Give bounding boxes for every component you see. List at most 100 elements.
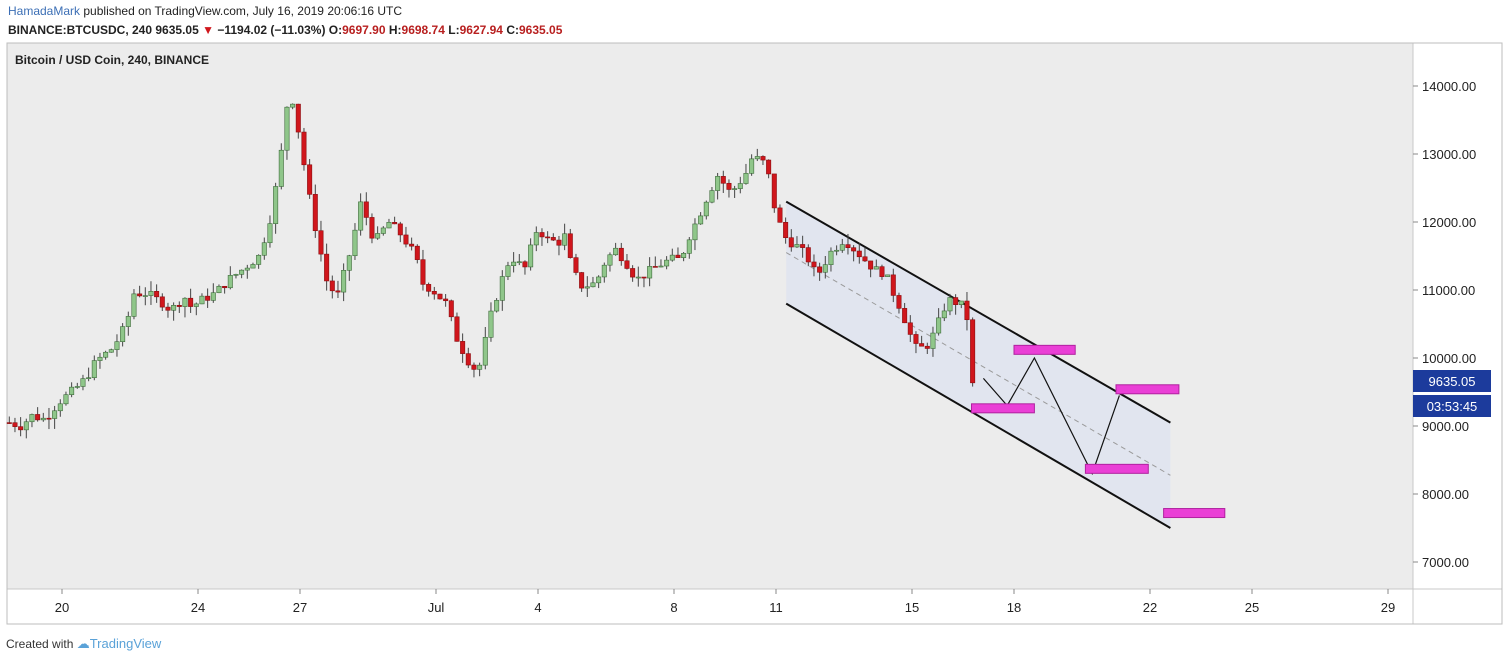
channel-lower-line — [785, 302, 1171, 529]
candle — [312, 194, 318, 232]
x-tick-label: 18 — [1007, 600, 1021, 615]
zone-target — [1163, 508, 1226, 519]
candle — [658, 265, 664, 268]
candle — [970, 319, 976, 384]
chart-frame — [6, 42, 1503, 625]
candle — [590, 282, 596, 288]
author-link[interactable]: HamadaMark — [8, 4, 81, 18]
candle — [460, 341, 466, 354]
countdown-badge: 03:53:45 — [1413, 395, 1491, 417]
candle — [307, 164, 313, 195]
candle — [216, 285, 222, 294]
last-price: 9635.05 — [155, 23, 199, 37]
candle — [890, 274, 896, 296]
candle — [562, 233, 568, 246]
candle — [499, 276, 505, 301]
candle — [18, 426, 24, 431]
plot-area[interactable] — [7, 43, 1413, 589]
candle — [652, 266, 658, 268]
candle — [431, 291, 437, 295]
candle — [936, 317, 942, 334]
x-tick-label: Jul — [428, 600, 445, 615]
price-axis[interactable] — [1412, 42, 1503, 590]
x-tick-label: 20 — [55, 600, 69, 615]
zone-support-1 — [971, 403, 1035, 414]
candle — [154, 291, 160, 298]
candle — [567, 233, 573, 258]
candle — [74, 386, 80, 388]
close-value: 9635.05 — [519, 23, 563, 37]
candle — [902, 308, 908, 324]
candle — [199, 295, 205, 305]
x-tick-label: 22 — [1143, 600, 1157, 615]
candle — [352, 229, 358, 257]
candle — [114, 341, 120, 350]
candle — [505, 265, 511, 277]
candle — [698, 215, 704, 225]
candle — [522, 261, 528, 268]
candle — [46, 417, 52, 420]
zone-resistance-2 — [1115, 384, 1180, 395]
candle — [290, 103, 296, 108]
candle — [930, 332, 936, 349]
candle — [834, 249, 840, 252]
zone-resistance-1 — [1013, 344, 1076, 355]
time-axis[interactable] — [6, 588, 1414, 625]
high-value: 9698.74 — [401, 23, 445, 37]
candle — [624, 260, 630, 269]
candle — [913, 334, 919, 344]
candle — [171, 305, 177, 311]
candle — [907, 322, 913, 335]
candle — [318, 230, 324, 255]
tradingview-logo-text[interactable]: TradingView — [89, 636, 162, 651]
candle — [188, 297, 194, 307]
price-change: −1194.02 (−11.03%) — [217, 23, 326, 37]
candle — [86, 377, 92, 379]
candle — [573, 257, 579, 273]
publish-info: published on TradingView.com, July 16, 2… — [83, 4, 403, 18]
open-value: 9697.90 — [342, 23, 386, 37]
candle — [783, 222, 789, 239]
candle — [465, 353, 471, 366]
candle — [375, 233, 381, 239]
candle — [341, 270, 347, 293]
candle — [528, 244, 534, 268]
candle — [103, 351, 109, 358]
open-label: O: — [328, 23, 343, 37]
candle — [732, 188, 738, 190]
candle — [148, 291, 154, 296]
price-badge-text: 9635.05 — [1429, 374, 1476, 389]
low-value: 9627.94 — [459, 23, 503, 37]
candle — [346, 255, 352, 271]
candle — [618, 247, 624, 262]
candle — [369, 217, 375, 239]
close-label: C: — [506, 23, 519, 37]
candle — [80, 378, 86, 387]
candle — [363, 201, 369, 218]
candle — [125, 316, 131, 327]
candle — [454, 316, 460, 342]
candle — [692, 223, 698, 241]
candle — [57, 403, 63, 412]
candle — [941, 310, 947, 319]
candle — [69, 386, 75, 395]
candle — [811, 261, 817, 268]
candle — [771, 173, 777, 209]
candle — [817, 266, 823, 273]
candle — [52, 410, 58, 419]
candle — [760, 156, 766, 161]
candle — [862, 256, 868, 262]
candle — [749, 158, 755, 174]
x-tick-label: 24 — [191, 600, 205, 615]
down-arrow-icon: ▼ — [202, 23, 214, 37]
candle — [227, 275, 233, 289]
candle — [482, 337, 488, 366]
symbol-label: BINANCE:BTCUSDC, 240 — [8, 23, 153, 37]
candle — [584, 286, 590, 289]
candle — [284, 106, 290, 151]
candle — [142, 295, 148, 297]
x-tick-label: 15 — [905, 600, 919, 615]
candle — [426, 284, 432, 292]
candle — [856, 250, 862, 258]
